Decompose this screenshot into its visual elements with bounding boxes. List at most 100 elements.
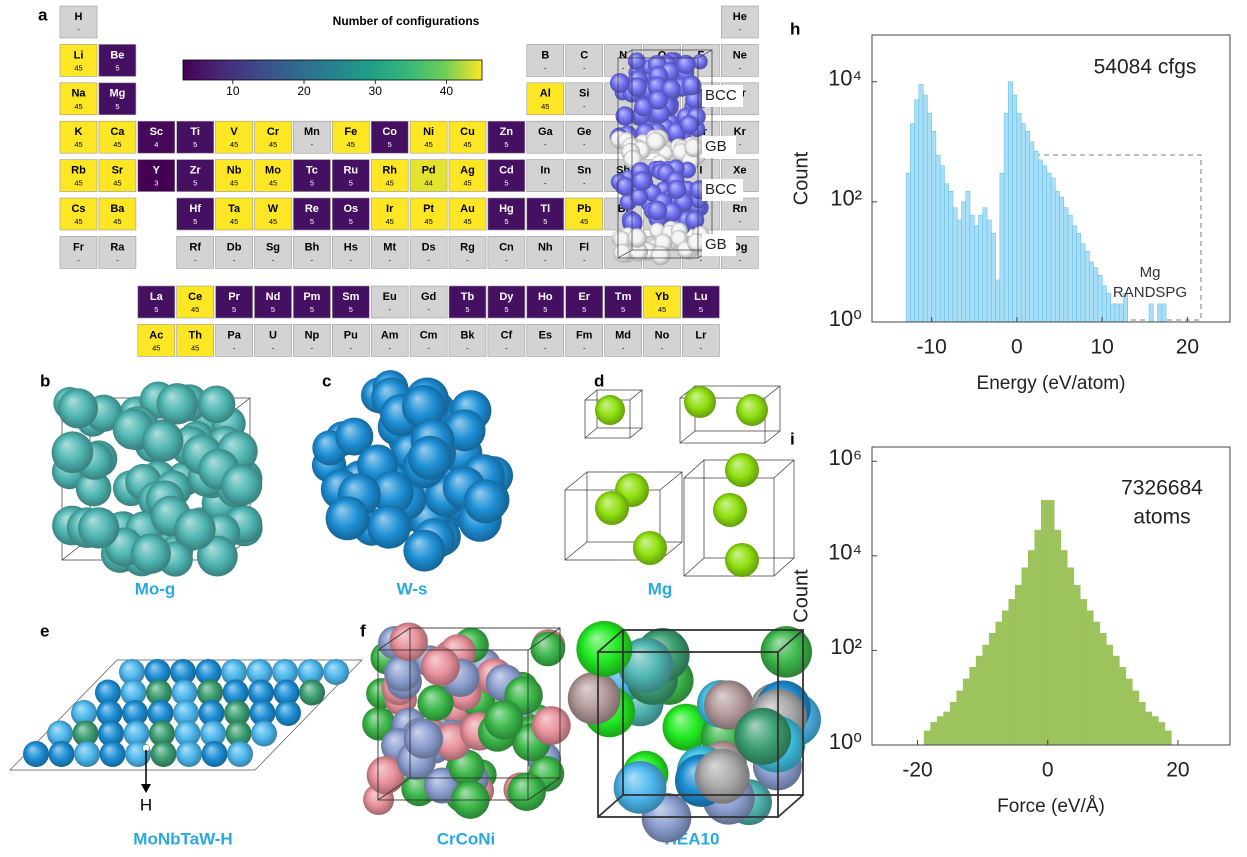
histogram-bar <box>1073 584 1081 746</box>
cell-edge <box>9 659 363 771</box>
inset-label: BCC <box>705 181 737 198</box>
cell-edge <box>409 627 561 779</box>
element-count: - <box>427 305 430 314</box>
histogram-bar <box>975 655 983 746</box>
atom <box>227 741 253 767</box>
element-symbol: Hg <box>499 203 514 215</box>
histogram-bar <box>1097 275 1103 323</box>
histogram-bar <box>1003 112 1009 323</box>
atom <box>366 756 405 795</box>
atom <box>627 52 646 71</box>
element-symbol: Mt <box>383 241 396 253</box>
element-cell <box>215 159 253 192</box>
atom <box>198 700 225 726</box>
element-symbol: Ta <box>228 203 241 215</box>
cell-edge <box>377 777 411 801</box>
element-cell <box>254 197 292 231</box>
element-count: 45 <box>463 140 471 149</box>
atom <box>531 706 571 745</box>
cell-edge <box>564 471 588 491</box>
histogram-bar <box>905 172 911 323</box>
histogram-bar <box>936 716 944 746</box>
atom <box>609 73 630 93</box>
element-symbol: B <box>541 49 549 61</box>
atom <box>120 679 147 706</box>
element-cell <box>176 324 214 357</box>
histogram-bar <box>1114 303 1120 323</box>
panel-label: c <box>322 371 331 390</box>
y-axis-label: Count <box>790 151 812 205</box>
x-tick-label: 10 <box>1090 336 1113 359</box>
element-count: - <box>700 255 703 264</box>
element-count: 5 <box>193 217 197 226</box>
atom <box>736 394 768 426</box>
element-symbol: Co <box>382 126 397 138</box>
panel-label: i <box>790 429 795 448</box>
atom <box>156 383 198 425</box>
atom <box>170 659 196 685</box>
atom <box>323 659 349 685</box>
atom <box>725 453 759 487</box>
element-count: - <box>622 343 625 352</box>
element-symbol: Rh <box>382 165 397 177</box>
element-cell <box>137 285 176 319</box>
element-symbol: Ti <box>190 126 200 138</box>
element-count: - <box>116 255 119 264</box>
element-cell <box>682 285 720 319</box>
element-count: 45 <box>74 179 82 188</box>
histogram-bar <box>1080 599 1088 746</box>
element-symbol: Eu <box>383 291 397 303</box>
element-cell <box>526 197 565 231</box>
histogram-bar <box>1037 159 1043 323</box>
atom <box>634 97 654 117</box>
panel-label: f <box>360 621 366 640</box>
atom <box>142 420 184 462</box>
element-symbol: Pd <box>422 165 436 177</box>
element-symbol: Th <box>188 329 202 341</box>
atom <box>273 679 300 706</box>
atom <box>613 231 631 249</box>
atom <box>98 720 124 747</box>
histogram-bar <box>974 225 979 323</box>
cell-edge <box>564 541 588 561</box>
element-symbol: I <box>699 165 702 177</box>
atom <box>370 470 414 514</box>
histogram-bar <box>1158 722 1166 746</box>
element-count: 4 <box>154 140 158 149</box>
element-count: 5 <box>388 140 392 149</box>
histogram-bar <box>1012 94 1018 323</box>
element-symbol: Ds <box>422 241 436 253</box>
histogram-bar <box>1047 499 1055 746</box>
element-count: 5 <box>115 102 119 111</box>
atom <box>150 741 177 767</box>
histogram-bar <box>1157 303 1163 323</box>
atom <box>220 464 263 506</box>
element-count: 44 <box>424 179 432 188</box>
histogram-bar <box>910 123 915 323</box>
histogram-bar <box>1034 529 1042 746</box>
element-count: - <box>583 343 586 352</box>
element-count: - <box>427 343 430 352</box>
histogram-bar <box>943 711 951 746</box>
histogram-bar <box>1060 550 1068 746</box>
atom <box>681 75 702 96</box>
cell-edge <box>773 459 795 479</box>
histogram-bar <box>1008 599 1016 746</box>
atom <box>687 233 707 253</box>
atom <box>275 700 301 726</box>
element-count: 45 <box>230 217 238 226</box>
inset-label-box <box>702 234 736 256</box>
histogram-bar <box>1067 214 1073 323</box>
element-count: 45 <box>541 102 549 111</box>
histogram-bar <box>1040 499 1048 746</box>
element-cell <box>565 82 604 116</box>
element-cell <box>409 197 448 231</box>
element-symbol: Cd <box>499 165 514 177</box>
element-count: - <box>272 255 275 264</box>
element-symbol: Na <box>71 88 86 100</box>
element-symbol: Zn <box>500 126 514 138</box>
atom <box>75 470 112 507</box>
element-count: 45 <box>424 140 432 149</box>
x-tick-label: -20 <box>902 759 932 782</box>
element-cell <box>293 197 331 231</box>
